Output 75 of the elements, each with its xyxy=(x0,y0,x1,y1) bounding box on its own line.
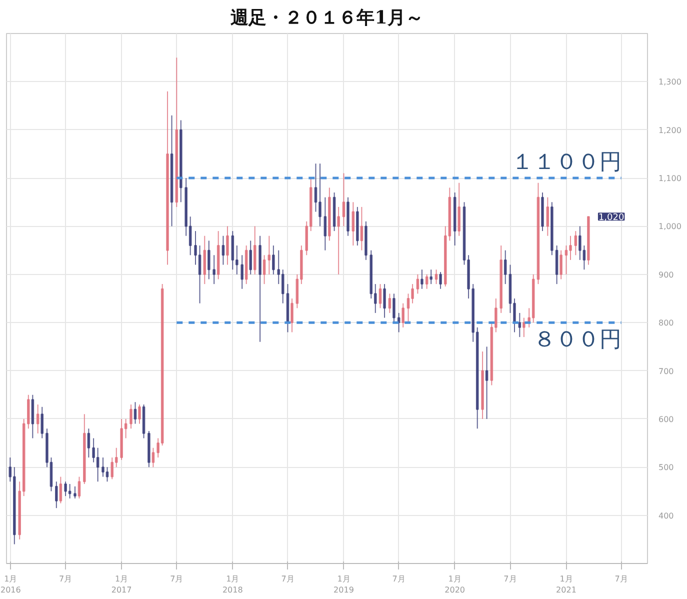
candlestick xyxy=(342,172,346,227)
x-tick-label: 7月 xyxy=(59,574,72,584)
candlestick xyxy=(198,245,202,304)
candlestick xyxy=(130,404,132,430)
candlestick xyxy=(574,230,578,256)
candlestick xyxy=(134,402,137,424)
candlestick xyxy=(392,293,396,324)
candlestick xyxy=(240,254,244,290)
y-tick-label: 1,200 xyxy=(658,126,682,135)
candlestick xyxy=(518,312,522,338)
y-tick-label: 600 xyxy=(658,414,674,424)
candlestick xyxy=(337,206,340,275)
candlestick xyxy=(569,235,572,260)
candlestick xyxy=(64,481,67,497)
candlestick xyxy=(522,317,526,338)
candlestick xyxy=(59,476,62,504)
candlestick xyxy=(138,404,141,424)
candlestick xyxy=(87,428,90,458)
ref-line-label: １１００円 xyxy=(511,149,622,174)
candlestick xyxy=(78,476,81,499)
candlestick xyxy=(96,447,100,482)
candlestick xyxy=(416,274,420,294)
y-tick-label: 500 xyxy=(658,463,674,472)
candlestick xyxy=(560,250,562,280)
candlestick xyxy=(324,196,327,251)
x-tick-label: 7月 xyxy=(504,574,517,584)
candlestick xyxy=(207,240,210,280)
candlestick xyxy=(110,457,114,480)
candlestick xyxy=(388,293,392,314)
chart-title: 週足・２０１６年1月～ xyxy=(230,8,424,28)
candlestick xyxy=(55,481,58,509)
y-tick-label: 1,100 xyxy=(658,174,682,184)
x-tick-label: 1月 2016 xyxy=(0,574,21,594)
candlestick xyxy=(74,486,76,499)
candlestick xyxy=(425,274,428,290)
x-tick-label: 7月 xyxy=(614,574,628,584)
x-tick-label: 1月 2021 xyxy=(556,574,576,594)
x-tick-label: 1月 2020 xyxy=(444,574,466,594)
candlestick xyxy=(222,235,225,266)
candlestick xyxy=(68,484,72,499)
candlestick xyxy=(272,245,275,275)
x-tick-label: 1月 2018 xyxy=(222,574,243,594)
x-tick-label: 7月 xyxy=(170,574,184,584)
candlestick xyxy=(249,240,252,275)
candlestick xyxy=(262,254,266,285)
candlestick xyxy=(430,269,433,285)
x-tick-label: 7月 xyxy=(392,574,406,584)
candlestick xyxy=(439,272,442,290)
x-tick-label: 7月 xyxy=(281,574,294,584)
candlestick xyxy=(102,457,104,478)
x-tick-label: 1月 2019 xyxy=(334,574,354,594)
candlestick xyxy=(383,284,386,318)
candlestick xyxy=(281,269,284,304)
y-tick-label: 1,000 xyxy=(658,222,682,232)
y-tick-label: 400 xyxy=(658,511,674,520)
y-tick-label: 700 xyxy=(658,366,674,376)
candlestick xyxy=(290,298,294,333)
candlestick xyxy=(152,447,155,468)
candlestick xyxy=(318,163,322,227)
y-tick-label: 800 xyxy=(658,318,674,328)
candlestick xyxy=(212,254,216,285)
ref-line-label: ８００円 xyxy=(533,326,622,352)
candlestick xyxy=(36,404,40,434)
candlestick xyxy=(402,302,405,328)
candlestick xyxy=(226,226,229,266)
candlestick xyxy=(485,346,488,420)
candlestick xyxy=(578,226,582,260)
y-tick-label: 900 xyxy=(658,270,674,280)
candlestick xyxy=(106,466,109,482)
candlestick xyxy=(40,406,44,439)
candlestick xyxy=(420,269,424,290)
candlestick xyxy=(504,250,507,285)
x-tick-label: 1月 2017 xyxy=(111,574,132,594)
candlestick xyxy=(268,235,271,275)
y-tick-label: 1,300 xyxy=(658,78,682,87)
